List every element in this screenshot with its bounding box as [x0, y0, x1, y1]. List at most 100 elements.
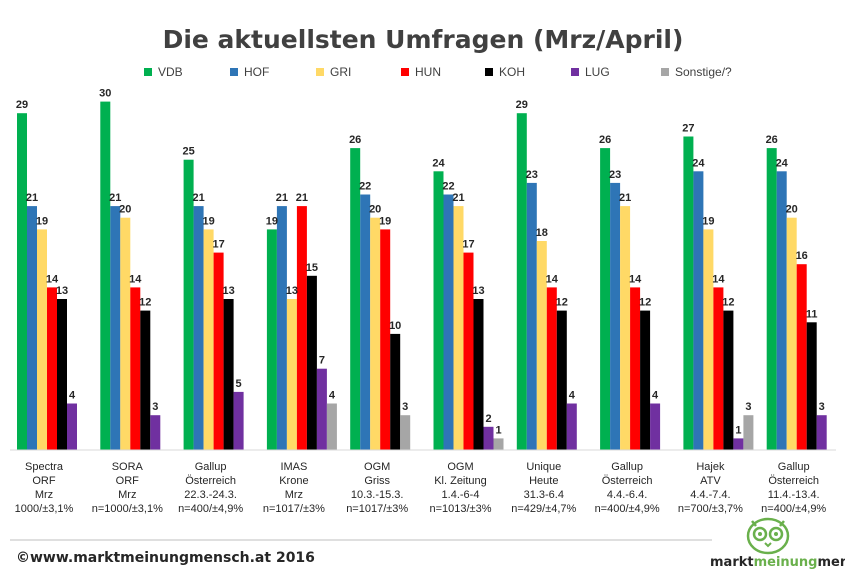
category-label-line: n=1017/±3%	[346, 503, 408, 515]
data-label-4-0: 13	[56, 285, 68, 297]
data-label-4-7: 12	[639, 297, 651, 309]
category-label-7: Gallup Österreich 4.4.-6.4. n=400/±4,9%	[595, 461, 660, 515]
data-label-5-5: 2	[485, 413, 491, 425]
data-label-2-2: 19	[202, 215, 214, 227]
category-label-line: SORA	[112, 461, 144, 473]
bar-gri-7	[620, 206, 631, 450]
bar-vdb-7	[600, 148, 611, 450]
value-labels: 2921191413430212014123252119171351921132…	[16, 88, 825, 437]
category-label-line: n=1013/±3%	[429, 503, 491, 515]
bar-hof-1	[110, 206, 121, 450]
data-label-2-6: 18	[536, 227, 548, 239]
category-label-line: Spectra	[25, 461, 64, 473]
bar-vdb-8	[683, 136, 694, 450]
legend-key-6	[661, 68, 669, 76]
svg-text:marktmeinungmensch: marktmeinungmensch	[710, 555, 845, 570]
category-label-line: 4.4.-6.4.	[607, 489, 647, 501]
bar-hof-4	[360, 194, 371, 450]
footer-copyright: ©www.marktmeinungmensch.at 2016	[16, 550, 315, 566]
bar-sonstige-8	[743, 415, 754, 450]
bar-hof-3	[276, 206, 287, 450]
category-labels: Spectra ORF Mrz 1000/±3,1% SORA ORF Mrz n=1000/…	[15, 461, 827, 515]
data-label-2-3: 13	[286, 285, 298, 297]
category-label-line: Österreich	[768, 475, 819, 487]
category-label-3: IMAS Krone Mrz n=1017/±3%	[263, 461, 325, 515]
bar-sonstige-5	[493, 438, 504, 450]
legend-key-2	[316, 68, 324, 76]
data-label-6-4: 3	[402, 401, 408, 413]
data-label-4-6: 12	[556, 297, 568, 309]
data-label-0-3: 19	[266, 215, 278, 227]
category-label-line: 31.3-6.4	[524, 489, 564, 501]
bar-hun-1	[130, 287, 141, 450]
chart-title: Die aktuellsten Umfragen (Mrz/April)	[163, 25, 684, 54]
owl-icon	[746, 517, 790, 555]
bar-lug-3	[316, 368, 327, 450]
data-label-2-7: 21	[619, 192, 631, 204]
data-label-4-3: 15	[306, 262, 318, 274]
category-label-line: ORF	[116, 475, 140, 487]
category-label-line: 1.4.-6-4	[442, 489, 480, 501]
data-label-5-9: 3	[819, 401, 825, 413]
bar-hof-0	[27, 206, 37, 450]
data-label-5-7: 4	[652, 390, 659, 402]
data-label-6-5: 1	[495, 424, 501, 436]
legend-key-0	[144, 68, 152, 76]
bar-koh-9	[806, 322, 817, 450]
data-label-0-1: 30	[99, 88, 111, 100]
data-label-3-1: 14	[129, 273, 142, 285]
data-label-1-8: 24	[692, 157, 705, 169]
data-label-1-0: 21	[26, 192, 38, 204]
bar-gri-5	[453, 206, 464, 450]
data-label-0-8: 27	[682, 123, 694, 135]
bar-sonstige-3	[326, 403, 337, 450]
legend-label-6: Sonstige/?	[675, 65, 732, 79]
bar-vdb-2	[183, 159, 194, 450]
data-label-0-0: 29	[16, 99, 28, 111]
brand-logo: marktmeinungmensch	[710, 517, 845, 570]
data-label-4-8: 12	[722, 297, 734, 309]
data-label-0-7: 26	[599, 134, 611, 146]
bar-hof-8	[693, 171, 704, 451]
bar-hof-7	[610, 182, 621, 450]
data-label-1-6: 23	[526, 169, 538, 181]
bar-koh-6	[556, 310, 567, 450]
legend-key-1	[230, 68, 238, 76]
category-label-line: n=400/±4,9%	[761, 503, 826, 515]
legend-label-2: GRI	[330, 65, 351, 79]
data-label-1-1: 21	[109, 192, 121, 204]
data-label-1-3: 21	[276, 192, 288, 204]
data-label-2-4: 20	[369, 204, 381, 216]
data-label-2-8: 19	[702, 215, 714, 227]
bar-hof-5	[443, 194, 454, 450]
bar-hun-9	[796, 264, 807, 450]
category-label-0: Spectra ORF Mrz 1000/±3,1%	[15, 461, 74, 515]
bar-gri-6	[536, 241, 547, 450]
bar-hun-0	[47, 287, 57, 450]
data-label-2-5: 21	[452, 192, 464, 204]
data-label-0-4: 26	[349, 134, 361, 146]
bar-lug-5	[483, 426, 494, 450]
bar-vdb-6	[516, 113, 527, 450]
category-label-line: 22.3.-24.3.	[184, 489, 237, 501]
bar-gri-8	[703, 229, 714, 450]
data-label-0-2: 25	[182, 146, 194, 158]
category-label-line: Hajek	[696, 461, 725, 473]
data-label-1-4: 22	[359, 181, 371, 193]
bar-hun-8	[713, 287, 724, 450]
data-label-2-9: 20	[786, 204, 798, 216]
category-label-line: OGM	[447, 461, 473, 473]
bar-gri-0	[37, 229, 47, 450]
data-label-3-7: 14	[629, 273, 642, 285]
bar-lug-6	[566, 403, 577, 450]
bar-gri-9	[786, 217, 797, 450]
category-label-8: Hajek ATV 4.4.-7.4. n=700/±3,7%	[678, 461, 743, 515]
bar-vdb-1	[100, 101, 111, 450]
bar-koh-2	[223, 299, 234, 450]
bar-gri-1	[120, 217, 131, 450]
bar-gri-3	[286, 299, 297, 450]
category-label-9: Gallup Österreich 11.4.-13.4. n=400/±4,9%	[761, 461, 826, 515]
bar-lug-7	[650, 403, 661, 450]
category-label-line: OGM	[364, 461, 390, 473]
